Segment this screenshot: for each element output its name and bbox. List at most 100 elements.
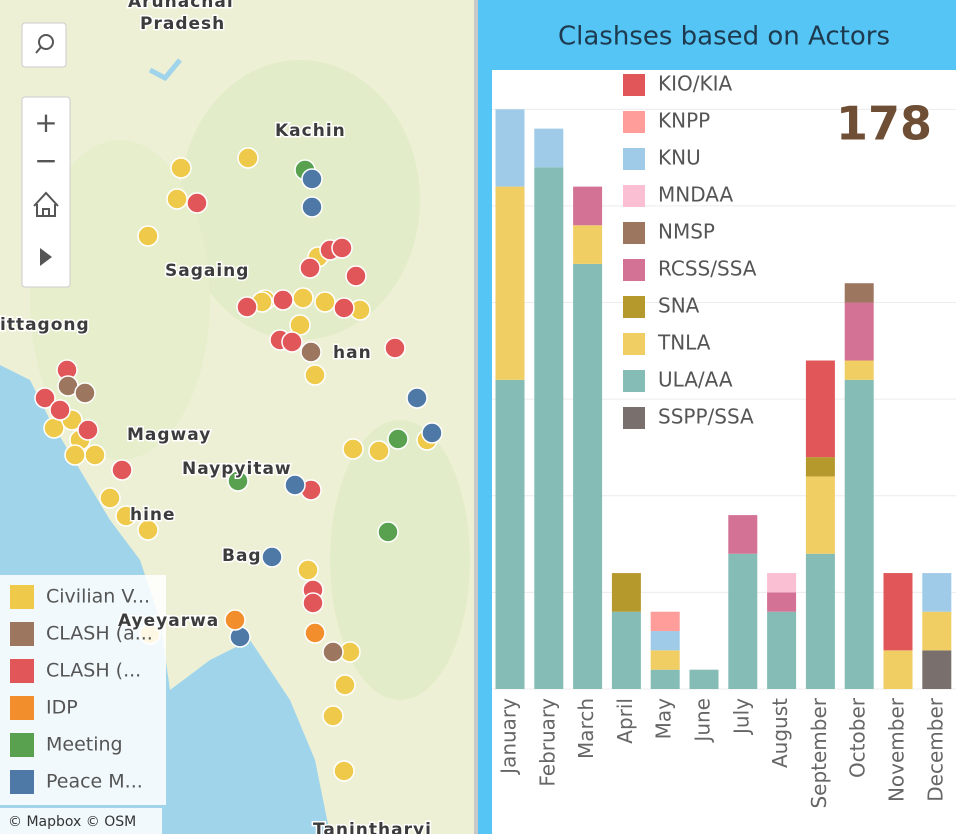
event-marker[interactable] [74,382,96,404]
event-marker[interactable] [304,364,326,386]
event-marker[interactable] [302,592,324,614]
event-marker[interactable] [224,609,246,631]
event-marker[interactable] [237,147,259,169]
event-marker[interactable] [111,459,133,481]
event-marker[interactable] [77,419,99,441]
legend-label[interactable]: CLASH (... [46,660,141,682]
event-marker[interactable] [272,289,294,311]
bar-segment [495,186,525,380]
event-marker[interactable] [334,674,356,696]
legend-label[interactable]: CLASH (a... [46,623,153,645]
legend-swatch [623,148,645,170]
bar-segment [728,553,758,689]
event-marker[interactable] [300,341,322,363]
bar-segment [883,650,913,689]
legend-swatch [623,185,645,207]
event-marker[interactable] [333,760,355,782]
event-marker[interactable] [387,428,409,450]
search-button[interactable] [21,22,67,68]
x-tick-label: March [574,698,598,759]
event-marker[interactable] [99,487,121,509]
legend-label: RCSS/SSA [658,257,757,281]
x-tick-label: April [613,698,637,744]
event-marker[interactable] [333,297,355,319]
event-marker[interactable] [342,438,364,460]
bar-segment [805,457,835,477]
event-marker[interactable] [34,387,56,409]
bar-segment [844,302,874,361]
legend-swatch [10,622,34,646]
legend-label[interactable]: IDP [46,697,78,719]
place-label: Magway [127,425,211,445]
event-marker[interactable] [292,287,314,309]
terrain [330,420,470,700]
map[interactable]: + − © Mapbox © OSM Arunachal Pradesh Kachi… [0,0,478,834]
place-label: Ayeyarwa [118,611,219,631]
event-marker[interactable] [186,192,208,214]
bar-segment [495,109,525,187]
event-marker[interactable] [137,225,159,247]
legend-label: TNLA [657,331,711,355]
play-button[interactable] [40,248,52,266]
event-marker[interactable] [64,444,86,466]
bar-segment [611,573,641,612]
place-label: Sagaing [165,261,249,281]
x-tick-label: January [497,698,521,776]
event-marker[interactable] [261,546,283,568]
event-marker[interactable] [406,387,428,409]
event-marker[interactable] [314,291,336,313]
event-marker[interactable] [299,257,321,279]
legend-label: ULA/AA [658,368,733,392]
home-button[interactable] [33,191,59,217]
event-marker[interactable] [84,444,106,466]
event-marker[interactable] [301,168,323,190]
event-marker[interactable] [304,622,326,644]
bar-segment [650,631,680,651]
legend-label: NMSP [658,220,715,244]
chart-header-strip [492,62,956,70]
event-marker[interactable] [368,440,390,462]
map-legend-box [0,575,166,805]
event-marker[interactable] [43,417,65,439]
legend-swatch [623,259,645,281]
bar-segment [573,186,603,226]
legend-label[interactable]: Peace M... [46,771,143,793]
bar-segment [922,573,952,612]
event-marker[interactable] [301,196,323,218]
place-label: Pradesh [140,14,225,34]
zoom-in[interactable]: + [34,106,57,139]
legend-label[interactable]: Civilian V... [46,586,150,608]
event-marker[interactable] [421,422,443,444]
legend-label: KNU [658,146,701,170]
event-marker[interactable] [170,157,192,179]
zoom-out[interactable]: − [34,144,57,177]
place-label: Arunachal [128,0,234,12]
bar-segment [844,283,874,303]
search-control[interactable] [21,22,67,68]
place-label: Naypyitaw [182,459,292,479]
event-marker[interactable] [227,470,249,492]
attribution[interactable]: © Mapbox © OSM [8,814,136,830]
event-marker[interactable] [137,519,159,541]
event-marker[interactable] [331,237,353,259]
event-marker[interactable] [49,399,71,421]
event-marker[interactable] [322,641,344,663]
event-marker[interactable] [236,296,258,318]
river [148,58,182,82]
event-marker[interactable] [115,505,137,527]
event-marker[interactable] [322,705,344,727]
event-marker[interactable] [297,559,319,581]
legend-label: KIO/KIA [658,72,733,96]
legend-label[interactable]: Meeting [46,734,123,756]
bar-segment [767,592,797,612]
event-marker[interactable] [281,331,303,353]
event-marker[interactable] [377,521,399,543]
legend-swatch [623,370,645,392]
event-marker[interactable] [166,188,188,210]
event-marker[interactable] [345,265,367,287]
event-marker[interactable] [384,337,406,359]
x-tick-label: November [885,697,909,802]
place-label: Kachin [275,121,346,141]
event-marker[interactable] [284,474,306,496]
